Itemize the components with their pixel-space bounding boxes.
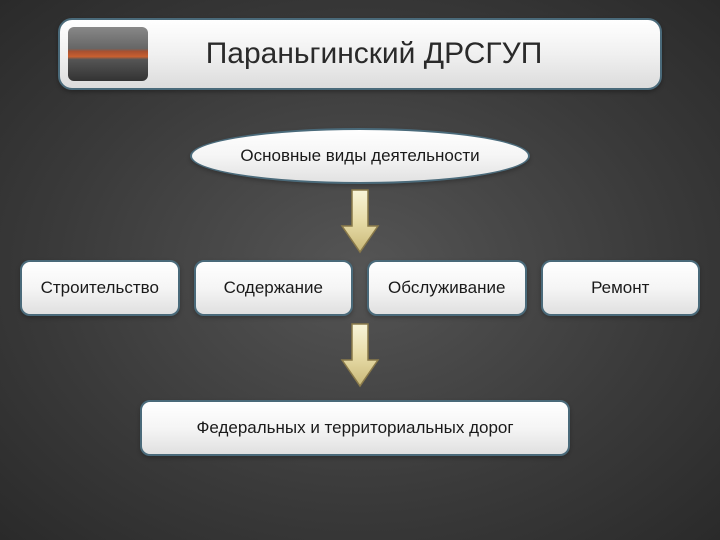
activity-label: Строительство xyxy=(41,278,159,298)
title-bar: Параньгинский ДРСГУП xyxy=(58,18,662,90)
activity-box-maintenance: Содержание xyxy=(194,260,354,316)
arrow-down-icon xyxy=(340,188,380,254)
activity-box-service: Обслуживание xyxy=(367,260,527,316)
activities-heading: Основные виды деятельности xyxy=(240,146,479,166)
activities-heading-oval: Основные виды деятельности xyxy=(190,128,530,184)
activity-label: Ремонт xyxy=(591,278,649,298)
activity-box-repair: Ремонт xyxy=(541,260,701,316)
title-thumbnail xyxy=(68,27,148,81)
activity-label: Содержание xyxy=(224,278,323,298)
arrow-down-icon xyxy=(340,322,380,388)
activity-box-construction: Строительство xyxy=(20,260,180,316)
page-title: Параньгинский ДРСГУП xyxy=(148,37,660,71)
activity-label: Обслуживание xyxy=(388,278,505,298)
roads-box: Федеральных и территориальных дорог xyxy=(140,400,570,456)
activities-row: Строительство Содержание Обслуживание Ре… xyxy=(20,260,700,316)
roads-label: Федеральных и территориальных дорог xyxy=(196,418,513,438)
